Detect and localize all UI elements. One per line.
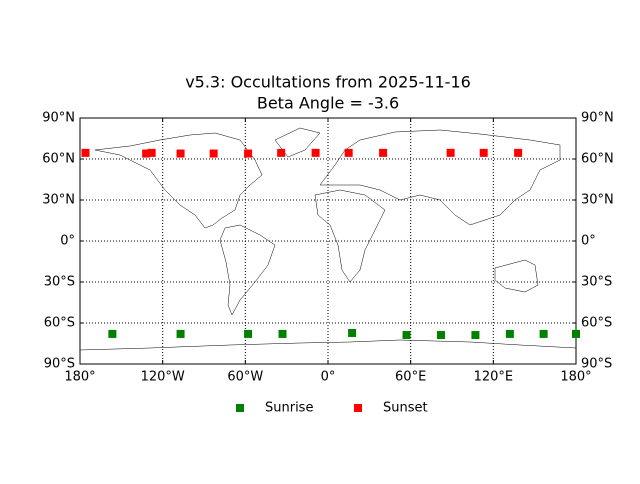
marker (539, 329, 548, 338)
chart-title: v5.3: Occultations from 2025-11-16 (185, 73, 471, 92)
marker (479, 148, 488, 157)
y-tick-label: 60°N (581, 152, 614, 167)
x-tick-label: 180° (64, 370, 95, 385)
legend-label: Sunrise (265, 401, 313, 416)
marker (436, 331, 445, 340)
y-tick-label: 30°N (581, 193, 614, 208)
marker (446, 148, 455, 157)
marker (277, 148, 286, 157)
x-tick-label: 180° (560, 370, 591, 385)
marker (379, 148, 388, 157)
y-tick-label: 30°S (581, 275, 612, 290)
marker (402, 331, 411, 340)
marker (278, 329, 287, 338)
marker (244, 329, 253, 338)
x-tick-label: 0° (321, 370, 336, 385)
marker (311, 148, 320, 157)
marker (572, 329, 580, 338)
marker (108, 329, 117, 338)
y-tick-label: 0° (60, 234, 75, 249)
legend-marker (236, 404, 244, 412)
y-tick-label: 60°S (581, 316, 612, 331)
x-tick-label: 60°W (227, 370, 263, 385)
marker (348, 328, 357, 337)
y-tick-label: 30°N (42, 193, 75, 208)
y-tick-label: 30°S (44, 275, 75, 290)
marker (514, 148, 523, 157)
legend-label: Sunset (383, 401, 428, 416)
marker (244, 149, 253, 158)
plot-frame (79, 117, 577, 365)
legend-marker (354, 404, 362, 412)
marker (147, 148, 156, 157)
marker (505, 329, 514, 338)
marker (344, 148, 353, 157)
marker (176, 149, 185, 158)
marker (471, 331, 480, 340)
y-tick-label: 60°N (42, 152, 75, 167)
y-tick-label: 60°S (44, 316, 75, 331)
y-tick-label: 90°S (44, 357, 75, 372)
marker (81, 148, 90, 157)
x-tick-label: 120°W (141, 370, 185, 385)
coastlines (79, 127, 577, 351)
marker (209, 149, 218, 158)
y-tick-label: 90°N (42, 111, 75, 126)
x-tick-label: 120°E (474, 370, 514, 385)
y-tick-label: 90°S (581, 357, 612, 372)
y-tick-label: 90°N (581, 111, 614, 126)
x-tick-label: 60°E (395, 370, 426, 385)
chart-subtitle: Beta Angle = -3.6 (257, 94, 399, 113)
marker (142, 149, 151, 158)
y-tick-label: 0° (581, 234, 596, 249)
marker (176, 329, 185, 338)
legend: Sunrise Sunset (236, 401, 428, 416)
